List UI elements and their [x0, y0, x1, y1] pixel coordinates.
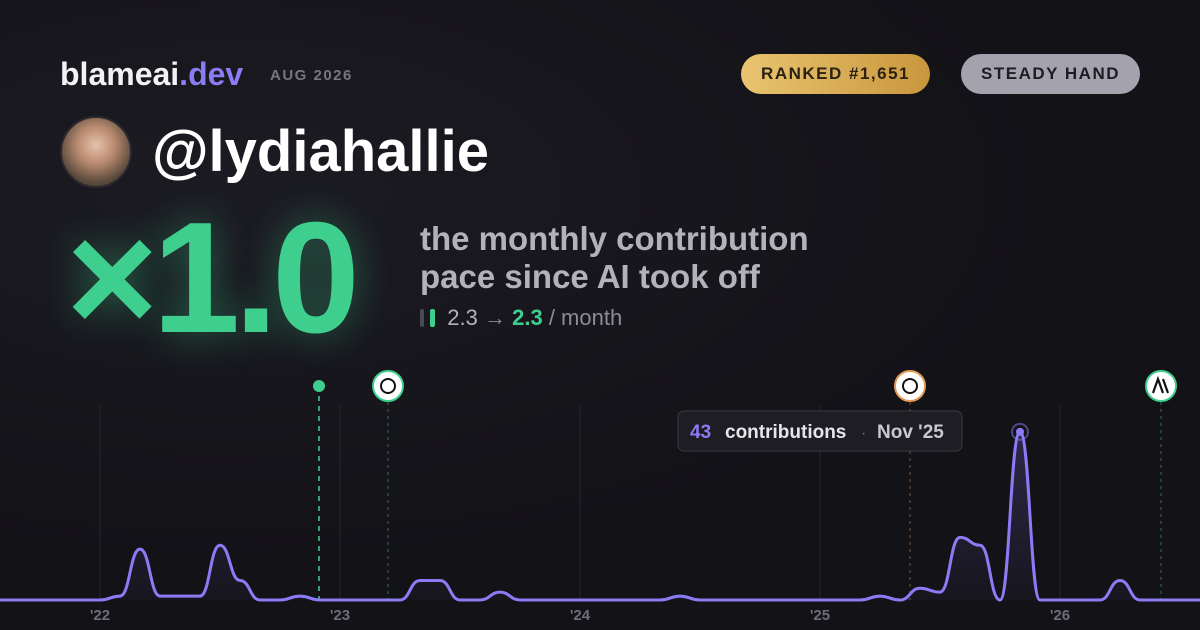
openai-icon: [894, 370, 926, 402]
x-tick-label: '23: [330, 607, 350, 624]
pace-after: 2.3: [512, 305, 543, 330]
openai-glyph: [902, 378, 918, 394]
tooltip-label: contributions: [725, 422, 846, 443]
style-badge: STEADY HAND: [961, 54, 1140, 94]
username: @lydiahallie: [152, 119, 490, 184]
brand-name: blameai: [60, 56, 180, 92]
arrow: →: [483, 305, 506, 330]
peak-ring: [1011, 422, 1029, 441]
line: [0, 430, 1200, 602]
area-fill: [0, 431, 1200, 600]
pace-unit: / month: [548, 305, 623, 330]
description-line: the monthly contribution: [420, 220, 809, 257]
tooltip-value: 43: [690, 422, 711, 443]
openai-icon: [372, 370, 404, 402]
x-tick-label: '25: [810, 607, 830, 624]
x-tick-label: '26: [1050, 607, 1070, 624]
brand: blameai.dev: [60, 56, 243, 93]
x-tick-label: '24: [570, 607, 591, 624]
tooltip-date: Nov '25: [877, 422, 944, 443]
pace-bar-after: [430, 309, 436, 327]
ai-marker-dot: [313, 380, 325, 392]
description-line: pace since AI took off: [420, 258, 760, 295]
brand-suffix: .dev: [179, 56, 244, 92]
rank-badge: RANKED #1,651: [741, 54, 930, 94]
multiplier: ×1.0: [66, 190, 360, 366]
tooltip-box: [677, 410, 963, 452]
peak-dot: [1016, 427, 1024, 436]
pace-before: 2.3: [447, 305, 478, 330]
anthropic-glyph: [1151, 375, 1170, 394]
description: the monthly contribution pace since AI to…: [420, 220, 809, 296]
pace: 2.3 → 2.3 / month: [420, 305, 622, 331]
x-tick-label: '22: [90, 607, 110, 624]
avatar: [60, 116, 132, 188]
tooltip-separator: ·: [861, 425, 866, 442]
openai-glyph: [380, 378, 396, 394]
date: AUG 2026: [270, 67, 353, 84]
pace-bar-before: [420, 309, 424, 327]
